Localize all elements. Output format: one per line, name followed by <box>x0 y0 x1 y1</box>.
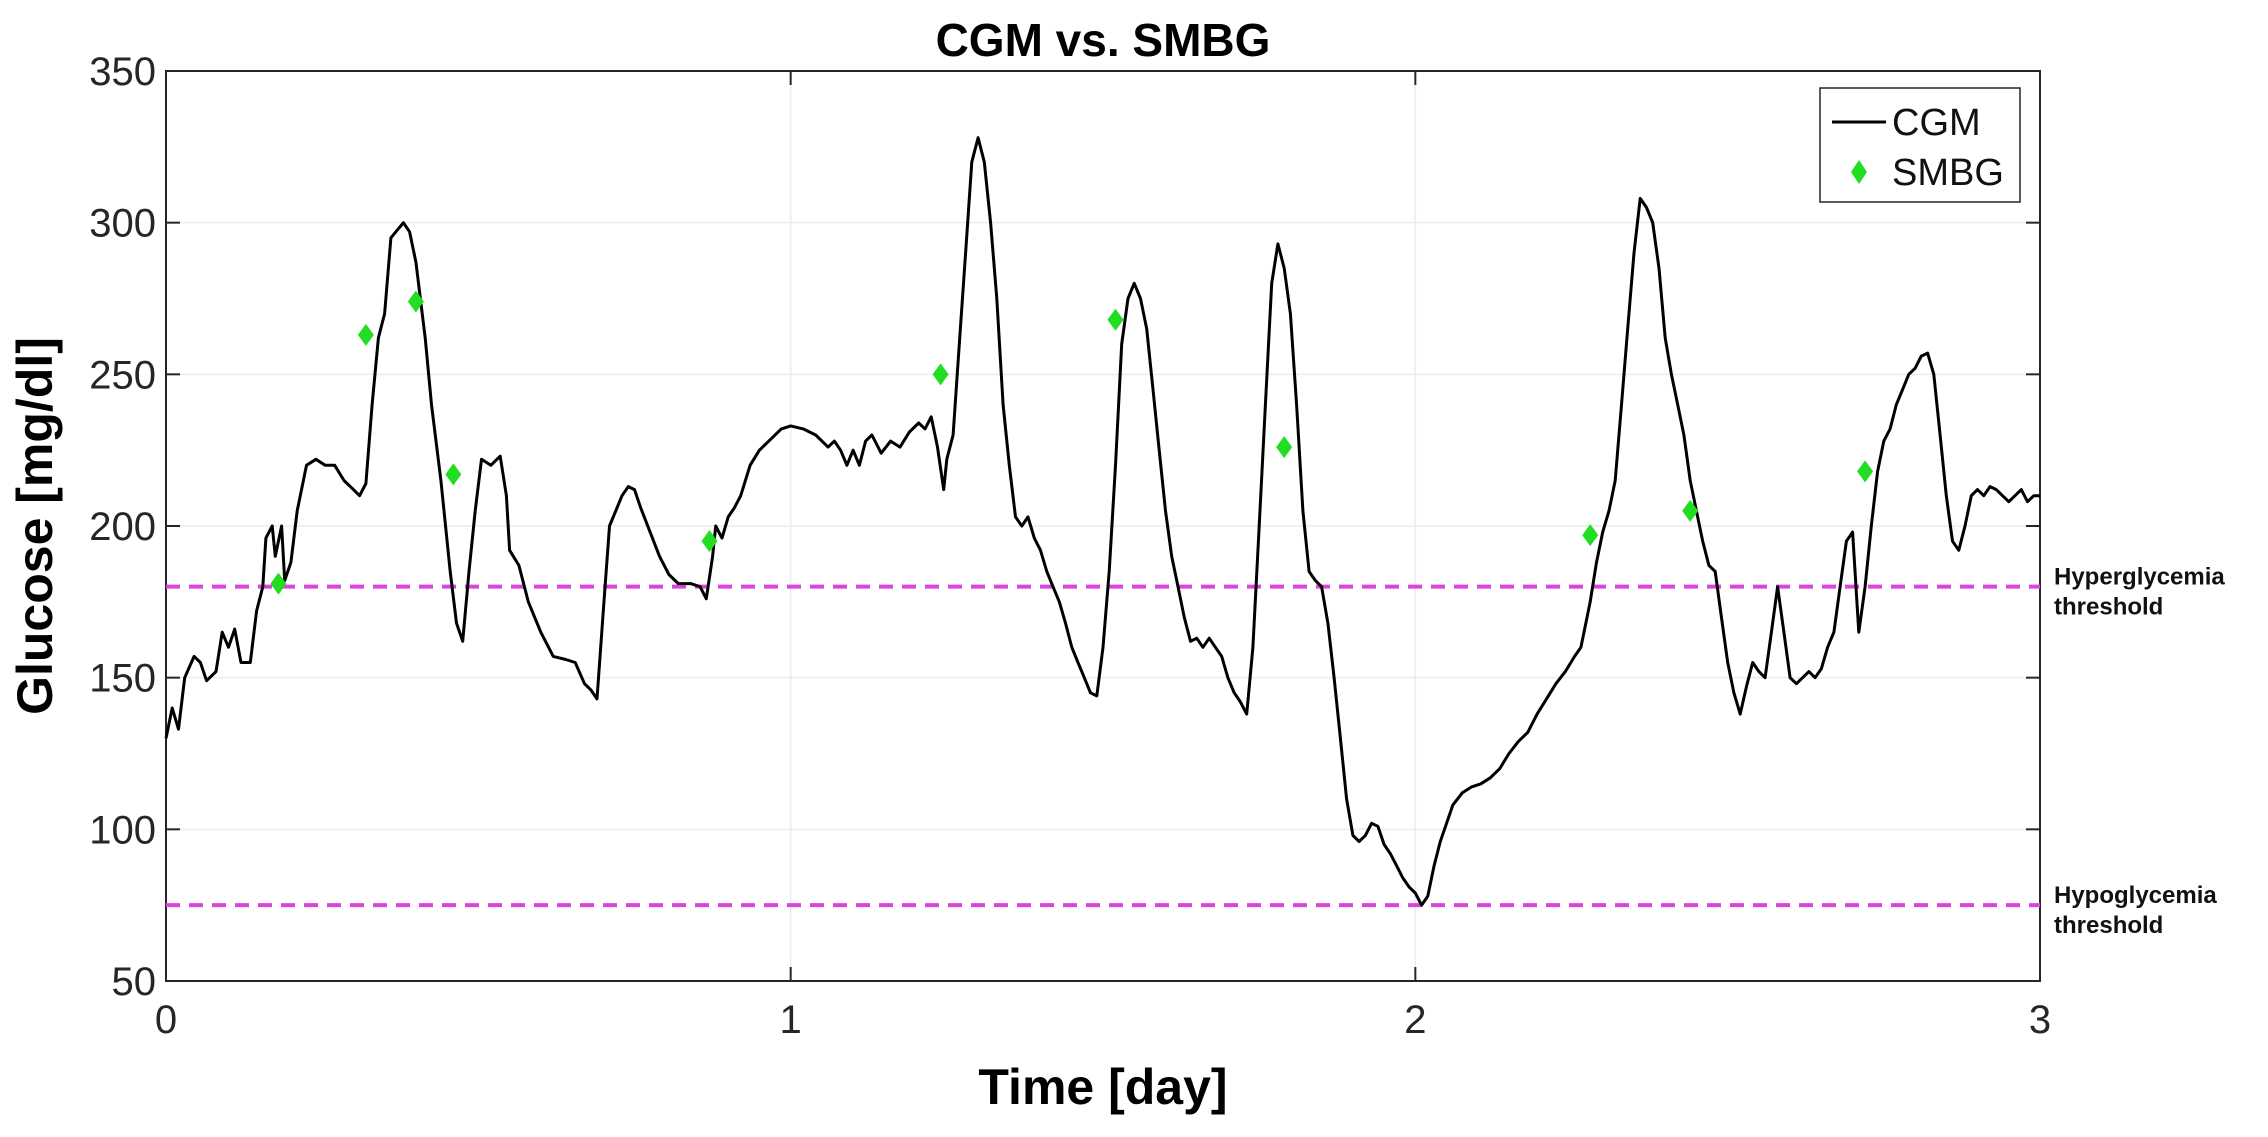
x-tick-label: 2 <box>1404 998 1426 1042</box>
smbg-marker <box>1582 524 1599 547</box>
smbg-marker <box>1857 460 1874 483</box>
grid-lines <box>165 70 2041 982</box>
y-tick-labels: 50 100 150 200 250 300 350 <box>89 50 2040 1004</box>
y-tick-label: 300 <box>89 202 156 246</box>
x-tick-label: 1 <box>780 998 802 1042</box>
x-tick-labels: 0 1 2 3 <box>155 71 2051 1042</box>
cgm-line <box>164 136 2040 907</box>
smbg-marker <box>1276 436 1293 459</box>
legend-smbg-label: SMBG <box>1892 152 2004 194</box>
threshold-label: threshold <box>2054 594 2163 621</box>
y-tick-label: 250 <box>89 353 156 397</box>
smbg-marker <box>357 323 374 346</box>
smbg-marker <box>932 363 949 386</box>
legend-smbg-diamond-icon <box>1851 160 1867 184</box>
y-tick-label: 100 <box>89 808 156 852</box>
x-axis-label: Time [day] <box>978 1059 1227 1115</box>
chart-title: CGM vs. SMBG <box>936 14 1271 66</box>
legend: CGM SMBG <box>1819 87 2021 203</box>
x-tick-label: 3 <box>2029 998 2051 1042</box>
y-tick-label: 200 <box>89 505 156 549</box>
threshold-label: Hypoglycemia <box>2054 882 2217 909</box>
smbg-marker <box>1107 308 1124 331</box>
smbg-marker <box>270 572 287 595</box>
smbg-marker <box>445 463 462 486</box>
y-tick-label: 50 <box>112 960 157 1004</box>
x-tick-label: 0 <box>155 998 177 1042</box>
data-series <box>164 136 2040 907</box>
legend-box <box>1819 87 2021 203</box>
smbg-marker <box>407 290 424 313</box>
y-tick-label: 350 <box>89 50 156 94</box>
threshold-label: Hyperglycemia <box>2054 564 2225 591</box>
y-axis-label: Glucose [mg/dl] <box>7 337 63 715</box>
threshold-lines: Hyperglycemia threshold Hypoglycemia thresh… <box>166 564 2225 939</box>
legend-cgm-label: CGM <box>1892 102 1981 144</box>
smbg-marker <box>1682 499 1699 522</box>
threshold-label: threshold <box>2054 912 2163 939</box>
smbg-marker <box>701 530 718 553</box>
y-tick-label: 150 <box>89 657 156 701</box>
